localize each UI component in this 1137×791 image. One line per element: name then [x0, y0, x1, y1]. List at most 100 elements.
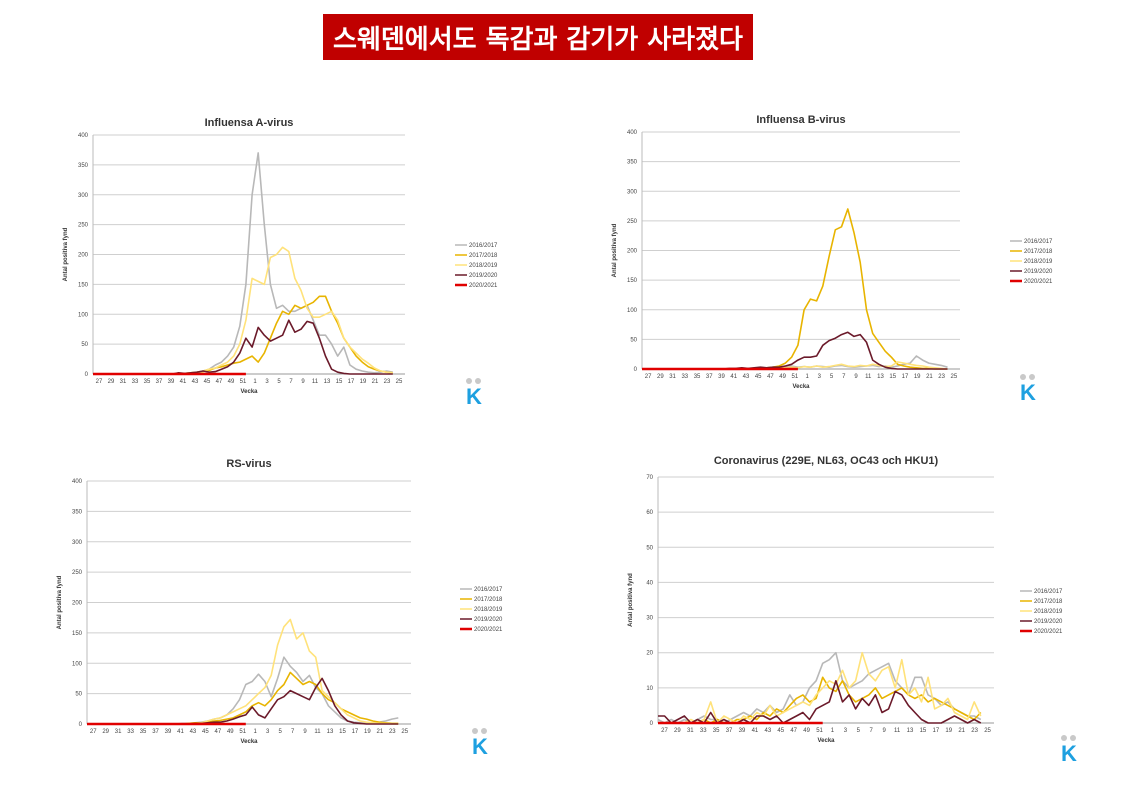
x-tick-label: 11 — [312, 379, 319, 385]
x-axis-label: Vecka — [792, 384, 810, 390]
y-tick-label: 70 — [646, 475, 653, 481]
x-tick-label: 39 — [168, 379, 175, 385]
series-line-2018-2019 — [93, 246, 393, 375]
x-tick-label: 13 — [327, 729, 334, 735]
x-tick-label: 3 — [266, 729, 270, 735]
x-tick-label: 15 — [336, 379, 343, 385]
x-tick-label: 37 — [152, 729, 159, 735]
x-tick-label: 15 — [339, 729, 346, 735]
y-tick-label: 20 — [646, 651, 653, 657]
y-tick-label: 300 — [72, 540, 83, 546]
series-line-2019-2020 — [658, 680, 982, 724]
x-tick-label: 19 — [364, 729, 371, 735]
series-line-2016-2017 — [657, 651, 982, 724]
x-tick-label: 21 — [926, 374, 933, 380]
x-tick-label: 25 — [951, 374, 958, 380]
x-tick-label: 27 — [90, 729, 97, 735]
x-tick-label: 19 — [914, 374, 921, 380]
x-tick-label: 7 — [289, 379, 293, 385]
x-tick-label: 21 — [372, 379, 379, 385]
x-tick-label: 29 — [102, 729, 109, 735]
x-tick-label: 15 — [889, 374, 896, 380]
y-tick-label: 50 — [75, 692, 82, 698]
legend-entry: 2018/2019 — [1034, 609, 1063, 615]
x-tick-label: 43 — [743, 374, 750, 380]
x-tick-label: 33 — [132, 379, 139, 385]
y-tick-label: 100 — [78, 312, 89, 318]
x-tick-label: 51 — [816, 728, 823, 734]
y-axis-label: Antal positiva fynd — [628, 573, 634, 627]
chart-influenza-a: Influensa A-virus 0 50 100 150 200 250 300 350 40… — [55, 110, 525, 400]
y-tick-label: 200 — [72, 601, 83, 607]
series-line-2018-2019 — [87, 618, 399, 725]
x-tick-label: 17 — [352, 729, 359, 735]
x-tick-label: 51 — [792, 374, 799, 380]
y-axis-label: Antal positiva fynd — [57, 575, 63, 629]
y-tick-label: 100 — [627, 308, 638, 314]
chart-coronavirus: Coronavirus (229E, NL63, OC43 och HKU1) 0… — [610, 450, 1090, 750]
x-tick-label: 9 — [882, 728, 886, 734]
y-tick-label: 350 — [78, 163, 89, 169]
x-tick-label: 11 — [314, 729, 321, 735]
x-tick-label: 25 — [396, 379, 403, 385]
x-tick-label: 17 — [348, 379, 355, 385]
x-tick-label: 37 — [706, 374, 713, 380]
series-line-2018-2019 — [658, 651, 982, 724]
legend-entry: 2016/2017 — [469, 243, 498, 249]
x-tick-label: 43 — [190, 729, 197, 735]
x-tick-label: 51 — [239, 729, 246, 735]
y-tick-label: 30 — [646, 616, 653, 622]
legend-entry: 2019/2020 — [1034, 619, 1063, 625]
x-tick-label: 47 — [215, 729, 222, 735]
x-tick-label: 7 — [291, 729, 295, 735]
x-tick-label: 7 — [870, 728, 874, 734]
x-tick-label: 3 — [265, 379, 269, 385]
legend-entry: 2017/2018 — [1034, 599, 1063, 605]
x-tick-label: 45 — [202, 729, 209, 735]
x-tick-label: 49 — [779, 374, 786, 380]
x-tick-label: 41 — [177, 729, 184, 735]
y-tick-label: 300 — [627, 189, 638, 195]
y-tick-label: 10 — [646, 686, 653, 692]
x-tick-label: 27 — [96, 379, 103, 385]
y-tick-label: 400 — [627, 130, 638, 136]
x-tick-label: 37 — [726, 728, 733, 734]
x-tick-label: 31 — [687, 728, 694, 734]
y-tick-label: 60 — [646, 510, 653, 516]
x-tick-label: 13 — [877, 374, 884, 380]
x-tick-label: 33 — [700, 728, 707, 734]
legend-entry: 2020/2021 — [1034, 629, 1063, 635]
y-axis-label: Antal positiva fynd — [63, 227, 69, 281]
legend-entry: 2018/2019 — [474, 607, 503, 613]
x-axis-label: Vecka — [240, 389, 258, 395]
legend-entry: 2019/2020 — [474, 617, 503, 623]
series-line-2016-2017 — [93, 152, 393, 375]
x-tick-label: 39 — [718, 374, 725, 380]
x-tick-label: 47 — [216, 379, 223, 385]
x-tick-label: 15 — [920, 728, 927, 734]
x-tick-label: 1 — [831, 728, 835, 734]
x-tick-label: 29 — [108, 379, 115, 385]
y-tick-label: 350 — [72, 509, 83, 515]
x-tick-label: 49 — [227, 729, 234, 735]
x-tick-label: 27 — [645, 374, 652, 380]
x-tick-label: 29 — [657, 374, 664, 380]
chart-influenza-b: Influensa B-virus 0 50 100 150 200 250 300 350 40… — [610, 108, 1090, 398]
x-tick-label: 5 — [278, 729, 282, 735]
x-tick-label: 35 — [713, 728, 720, 734]
x-tick-label: 17 — [933, 728, 940, 734]
x-tick-label: 51 — [240, 379, 247, 385]
x-tick-label: 1 — [253, 379, 257, 385]
chart-svg: Influensa B-virus 0 50 100 150 200 250 300 350 40… — [612, 114, 1053, 390]
x-tick-label: 27 — [661, 728, 668, 734]
x-tick-label: 33 — [127, 729, 134, 735]
legend-entry: 2017/2018 — [1024, 249, 1053, 255]
x-tick-label: 1 — [805, 374, 809, 380]
x-tick-label: 35 — [144, 379, 151, 385]
legend-entry: 2016/2017 — [1034, 589, 1063, 595]
y-tick-label: 40 — [646, 580, 653, 586]
logo-k-icon: K — [1061, 735, 1077, 765]
series-line-2017-2018 — [642, 208, 948, 370]
page-title-banner: 스웨덴에서도 독감과 감기가 사라졌다 — [323, 14, 753, 60]
